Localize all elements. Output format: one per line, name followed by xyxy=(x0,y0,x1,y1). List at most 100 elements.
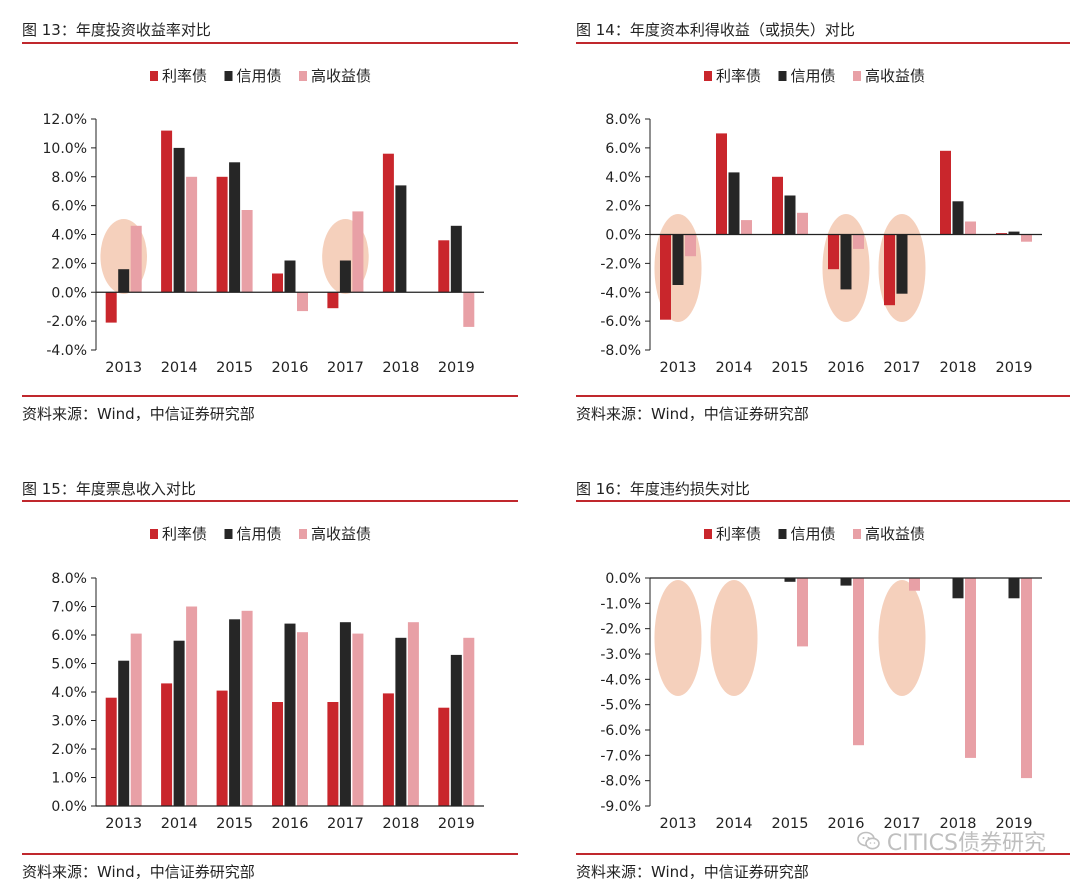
bar-fig14-s2-2015 xyxy=(797,212,808,235)
legend-label: 高收益债 xyxy=(865,67,925,85)
title-rule xyxy=(22,500,518,502)
bar-fig13-s2-2016 xyxy=(297,292,308,312)
x-tick-label: 2017 xyxy=(884,360,921,376)
bar-fig15-s0-2014 xyxy=(161,683,173,806)
bar-fig13-s0-2019 xyxy=(438,240,450,293)
y-tick-label: 5.0% xyxy=(51,657,87,673)
y-tick-label: 0.0% xyxy=(605,571,641,587)
title-rule xyxy=(576,500,1070,502)
bar-fig15-s2-2013 xyxy=(130,633,142,806)
bar-fig14-s2-2016 xyxy=(853,234,864,249)
legend-label: 利率债 xyxy=(716,67,761,85)
y-tick-label: 2.0% xyxy=(51,256,87,272)
bar-fig14-s1-2019 xyxy=(1008,231,1020,235)
bar-fig15-s1-2018 xyxy=(395,637,407,806)
title-rule xyxy=(22,42,518,44)
chart-fig14: -8.0% -6.0% -4.0% -2.0% 0.0% 2.0% 4.0% 6.0% 8.0%… xyxy=(600,67,1042,376)
legend-swatch xyxy=(853,529,861,539)
x-tick-label: 2013 xyxy=(660,816,697,832)
x-tick-label: 2018 xyxy=(940,816,977,832)
legend-swatch xyxy=(704,71,712,81)
bar-fig16-s2-2015 xyxy=(797,578,808,647)
y-tick-label: -2.0% xyxy=(46,314,87,330)
legend-swatch xyxy=(778,529,787,539)
x-tick-label: 2013 xyxy=(660,360,697,376)
y-tick-label: 2.0% xyxy=(51,742,87,758)
x-tick-label: 2015 xyxy=(216,816,253,832)
y-tick-label: -8.0% xyxy=(600,774,641,790)
y-tick-label: -8.0% xyxy=(600,343,641,359)
bar-fig14-s0-2015 xyxy=(772,176,783,235)
bar-fig16-s2-2016 xyxy=(853,578,864,746)
bar-fig16-s2-2017 xyxy=(909,578,920,591)
bar-fig13-s2-2013 xyxy=(130,225,142,293)
bar-fig15-s1-2014 xyxy=(173,640,185,806)
x-tick-label: 2015 xyxy=(772,816,809,832)
x-tick-label: 2019 xyxy=(438,360,475,376)
bar-fig15-s1-2017 xyxy=(339,622,351,806)
legend-swatch xyxy=(150,71,158,81)
x-tick-label: 2019 xyxy=(996,360,1033,376)
bar-fig15-s2-2015 xyxy=(241,610,253,806)
legend-label: 信用债 xyxy=(237,525,282,543)
bar-fig15-s1-2016 xyxy=(284,623,296,806)
panel-fig14: 图 14：年度资本利得收益（或损失）对比 -8.0% -6.0% -4.0% -2.0… xyxy=(576,0,1070,440)
x-tick-label: 2016 xyxy=(272,816,309,832)
x-tick-label: 2017 xyxy=(884,816,921,832)
bar-fig14-s0-2019 xyxy=(996,233,1007,235)
bar-fig15-s0-2018 xyxy=(382,693,394,806)
bar-fig14-s0-2018 xyxy=(940,150,951,235)
bar-fig15-s1-2013 xyxy=(118,660,130,806)
y-tick-label: 8.0% xyxy=(51,571,87,587)
bar-fig15-s0-2015 xyxy=(216,690,228,806)
x-tick-label: 2014 xyxy=(161,360,198,376)
bar-fig15-s2-2016 xyxy=(297,632,308,806)
legend-label: 利率债 xyxy=(162,525,207,543)
y-tick-label: -4.0% xyxy=(600,285,641,301)
y-tick-label: -3.0% xyxy=(600,647,641,663)
y-tick-label: 2.0% xyxy=(605,199,641,215)
x-tick-label: 2013 xyxy=(105,360,142,376)
bar-fig15-s2-2017 xyxy=(352,633,364,806)
x-tick-label: 2016 xyxy=(828,816,865,832)
bar-fig14-s1-2016 xyxy=(840,234,852,290)
x-tick-label: 2018 xyxy=(382,816,419,832)
bar-fig14-s0-2016 xyxy=(828,234,839,270)
highlight-ellipse-2013 xyxy=(654,580,702,696)
chart-title: 图 14：年度资本利得收益（或损失）对比 xyxy=(576,21,855,39)
chart-title: 图 16：年度违约损失对比 xyxy=(576,480,750,498)
bar-fig13-s0-2016 xyxy=(272,273,283,293)
bar-fig13-s2-2014 xyxy=(186,176,198,293)
bar-fig13-s0-2014 xyxy=(161,130,173,293)
highlight-ellipse-2014 xyxy=(710,580,758,696)
chart-fig16: -9.0% -8.0% -7.0% -6.0% -5.0% -4.0% -3.0% -2.0%… xyxy=(600,525,1042,832)
y-tick-label: -9.0% xyxy=(600,799,641,815)
bar-fig16-s2-2018 xyxy=(965,578,976,758)
y-tick-label: 4.0% xyxy=(51,685,87,701)
y-tick-label: 6.0% xyxy=(605,141,641,157)
bar-fig13-s0-2015 xyxy=(216,176,228,293)
bar-fig14-s1-2015 xyxy=(784,195,796,235)
chart-title: 图 15：年度票息收入对比 xyxy=(22,480,196,498)
y-tick-label: 10.0% xyxy=(43,141,87,157)
chart-fig15: 0.0% 1.0% 2.0% 3.0% 4.0% 5.0% 6.0% 7.0% 8.0% 2013… xyxy=(51,525,484,832)
x-tick-label: 2014 xyxy=(716,816,753,832)
bar-fig15-s1-2015 xyxy=(229,619,241,806)
legend-swatch xyxy=(224,71,233,81)
bar-fig13-s0-2013 xyxy=(105,292,117,323)
y-tick-label: -6.0% xyxy=(600,723,641,739)
source-rule xyxy=(22,395,518,397)
bar-fig13-s1-2013 xyxy=(118,269,130,293)
bar-fig14-s2-2019 xyxy=(1021,234,1032,242)
bar-fig13-s1-2016 xyxy=(284,260,296,293)
bar-fig14-s1-2017 xyxy=(896,234,908,294)
chart-fig13: -4.0% -2.0% 0.0% 2.0% 4.0% 6.0% 8.0% 10.0% 12.0%… xyxy=(43,67,484,376)
x-tick-label: 2018 xyxy=(940,360,977,376)
y-tick-label: 8.0% xyxy=(605,112,641,128)
legend-swatch xyxy=(224,529,233,539)
x-tick-label: 2019 xyxy=(438,816,475,832)
bar-fig15-s2-2014 xyxy=(186,606,198,806)
bar-fig14-s0-2014 xyxy=(716,133,727,235)
chart-title: 图 13：年度投资收益率对比 xyxy=(22,21,211,39)
x-tick-label: 2019 xyxy=(996,816,1033,832)
